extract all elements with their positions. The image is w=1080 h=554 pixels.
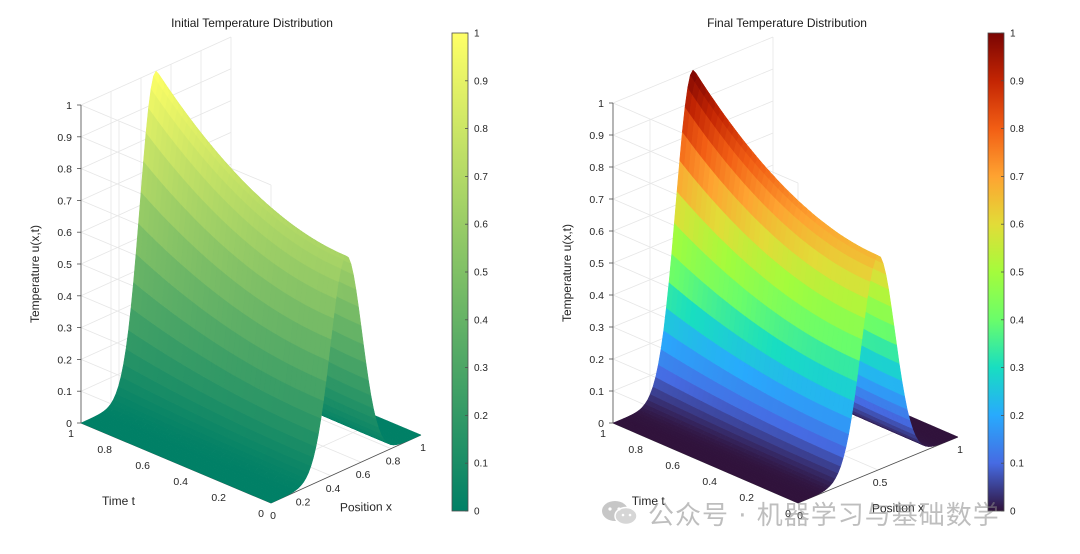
z-tick-label: 0.3 bbox=[589, 322, 604, 334]
z-tick-label: 0.7 bbox=[57, 195, 72, 207]
z-tick-label: 0.2 bbox=[57, 354, 72, 366]
z-tick-label: 1 bbox=[66, 100, 72, 112]
y-tick-label: 1 bbox=[600, 428, 606, 440]
colorbar-tick-label: 0.2 bbox=[474, 411, 488, 422]
z-tick-label: 0.5 bbox=[589, 258, 604, 270]
y-tick-label: 0.6 bbox=[135, 460, 150, 472]
colorbar-tick-label: 0.1 bbox=[474, 459, 488, 470]
colorbar-tick-label: 0.3 bbox=[474, 363, 488, 374]
y-tick-label: 0.4 bbox=[173, 476, 188, 488]
chart-title: Final Temperature Distribution bbox=[707, 16, 867, 30]
z-tick-label: 0.4 bbox=[589, 290, 604, 302]
z-tick-label: 0.4 bbox=[57, 291, 72, 303]
z-tick-label: 0.6 bbox=[589, 226, 604, 238]
x-tick-label: 1 bbox=[957, 444, 963, 456]
temperature-surface bbox=[612, 69, 959, 504]
colorbar-tick-label: 0.9 bbox=[474, 76, 488, 87]
z-axis-title: Temperature u(x,t) bbox=[28, 225, 42, 323]
y-axis-title: Time t bbox=[102, 494, 136, 508]
z-tick-label: 0.6 bbox=[57, 227, 72, 239]
z-tick-label: 0.7 bbox=[589, 194, 604, 206]
y-tick-label: 0.2 bbox=[211, 492, 226, 504]
temperature-surface bbox=[80, 70, 422, 504]
y-tick-label: 1 bbox=[68, 428, 74, 440]
y-tick-label: 0.6 bbox=[665, 460, 680, 472]
final-temperature-chart: 00.10.20.30.40.50.60.70.80.9100.5100.20.… bbox=[560, 16, 1024, 522]
z-tick-label: 1 bbox=[598, 98, 604, 110]
x-tick-label: 0.4 bbox=[326, 483, 341, 495]
colorbar-tick-label: 0.6 bbox=[474, 220, 488, 231]
colorbar-tick-label: 0.8 bbox=[474, 124, 488, 135]
x-tick-label: 0.6 bbox=[356, 469, 371, 481]
y-tick-label: 0.8 bbox=[628, 444, 643, 456]
z-tick-label: 0.8 bbox=[57, 164, 72, 176]
colorbar-tick-label: 0.4 bbox=[474, 315, 488, 326]
x-tick-label: 1 bbox=[420, 442, 426, 454]
z-tick-label: 0.2 bbox=[589, 354, 604, 366]
x-tick-label: 0.5 bbox=[873, 477, 888, 489]
colorbar-tick-label: 1 bbox=[474, 29, 480, 40]
z-tick-label: 0.3 bbox=[57, 323, 72, 335]
z-axis-title: Temperature u(x,t) bbox=[560, 224, 574, 322]
z-tick-label: 0.8 bbox=[589, 162, 604, 174]
z-tick-label: 0.9 bbox=[57, 132, 72, 144]
x-tick-label: 0.8 bbox=[386, 456, 401, 468]
x-axis-line bbox=[270, 434, 422, 504]
colorbar-tick-label: 0 bbox=[474, 507, 480, 518]
initial-temperature-chart: 00.10.20.30.40.50.60.70.80.9100.20.40.60… bbox=[28, 16, 488, 522]
colorbar: 0 0.1 0.2 0.3 0.4 0.5 0.6 0.7 0.8 0.9 1 bbox=[451, 29, 488, 518]
z-tick-label: 0.1 bbox=[57, 386, 72, 398]
y-tick-label: 0 bbox=[258, 508, 264, 520]
z-tick-label: 0.5 bbox=[57, 259, 72, 271]
z-tick-label: 0.9 bbox=[589, 130, 604, 142]
y-tick-label: 0.8 bbox=[97, 444, 112, 456]
x-axis-title: Position x bbox=[340, 499, 392, 514]
colorbar-tick-label: 0.5 bbox=[474, 268, 488, 279]
x-tick-label: 0 bbox=[270, 510, 276, 522]
z-tick-label: 0.1 bbox=[589, 386, 604, 398]
y-tick-label: 0.4 bbox=[702, 476, 717, 488]
colorbar-tick-label: 0.7 bbox=[474, 172, 488, 183]
chart-title: Initial Temperature Distribution bbox=[171, 16, 333, 30]
x-tick-label: 0.2 bbox=[296, 496, 311, 508]
